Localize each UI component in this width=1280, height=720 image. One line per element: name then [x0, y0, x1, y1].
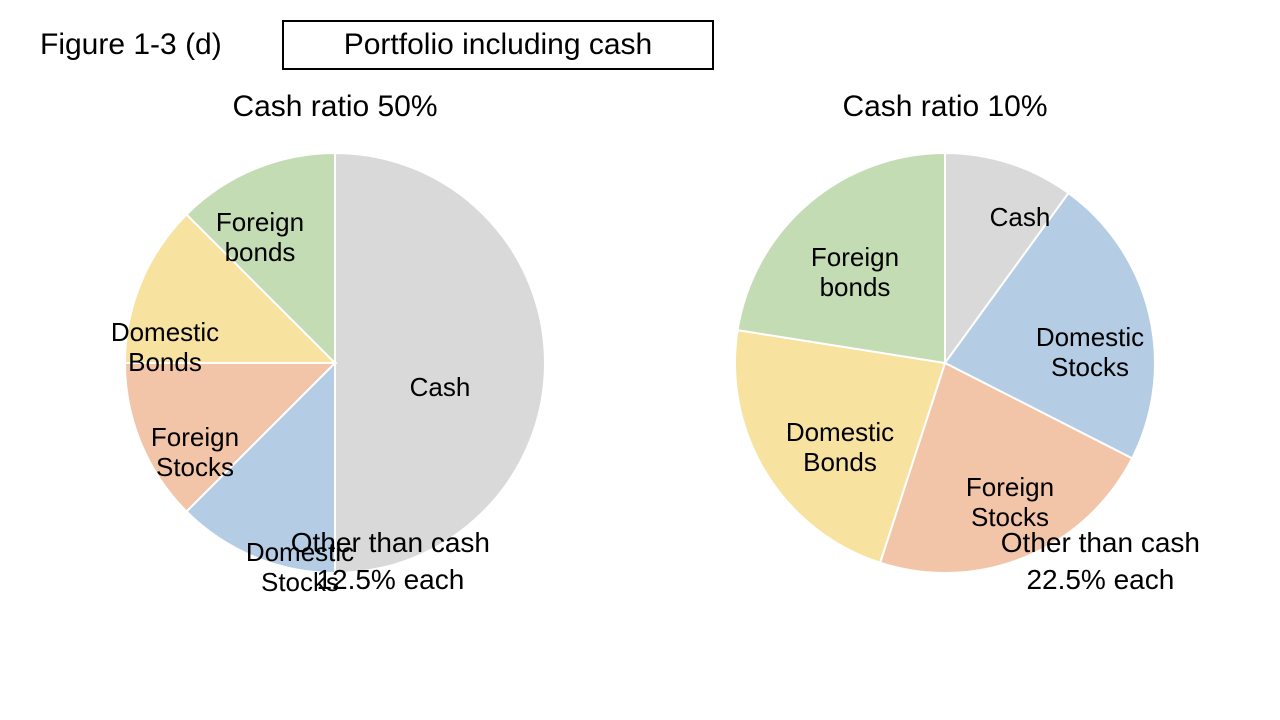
- slice-label-domestic_bonds: DomesticBonds: [786, 418, 894, 478]
- slice-label-foreign_stocks: ForeignStocks: [151, 423, 239, 483]
- chart-right: Cash ratio 10% Cash DomesticStocks Foreign…: [645, 90, 1245, 588]
- slice-label-cash: Cash: [990, 203, 1051, 233]
- slice-label-foreign_stocks: ForeignStocks: [966, 473, 1054, 533]
- pie-right-wrap: Cash DomesticStocks ForeignStocks DomesticB…: [720, 138, 1170, 588]
- pie-left-wrap: CashDomesticStocksForeignStocksDomesticB…: [110, 138, 560, 588]
- title-box: Portfolio including cash: [282, 20, 715, 70]
- slice-label-cash: Cash: [410, 373, 471, 403]
- pie-slice-cash: [335, 153, 545, 573]
- slice-label-domestic_stocks: DomesticStocks: [1036, 323, 1144, 383]
- chart-left-title: Cash ratio 50%: [232, 90, 437, 124]
- chart-right-title: Cash ratio 10%: [842, 90, 1047, 124]
- chart-left: Cash ratio 50% CashDomesticStocksForeign…: [35, 90, 635, 588]
- slice-label-foreign_bonds: Foreignbonds: [811, 243, 899, 303]
- figure-label: Figure 1-3 (d): [40, 28, 222, 62]
- chart-right-footer: Other than cash22.5% each: [1001, 525, 1200, 598]
- slice-label-domestic_bonds: DomesticBonds: [111, 318, 219, 378]
- header: Figure 1-3 (d) Portfolio including cash: [0, 0, 1280, 80]
- chart-left-footer: Other than cash12.5% each: [291, 525, 490, 598]
- slice-label-foreign_bonds: Foreignbonds: [216, 208, 304, 268]
- charts-row: Cash ratio 50% Cash DomesticStocks Foreign…: [0, 90, 1280, 588]
